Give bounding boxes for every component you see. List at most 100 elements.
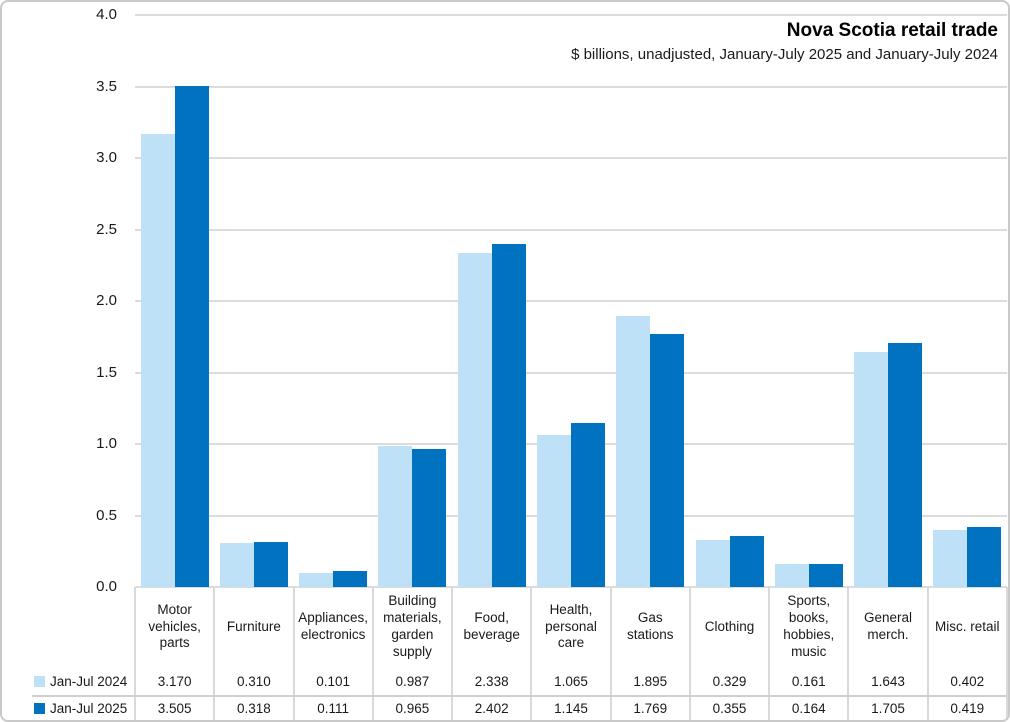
bars-container — [135, 15, 1007, 587]
value-jan-jul-2024-furniture: 0.310 — [237, 674, 271, 689]
value-jan-jul-2024-appliances-electronics: 0.101 — [316, 674, 351, 689]
value-jan-jul-2025-gas-stations: 1.769 — [633, 701, 668, 716]
bar-group-motor-vehicles-parts — [135, 15, 214, 587]
legend-label-2024: Jan-Jul 2024 — [50, 674, 128, 689]
table-divider-line — [32, 695, 1007, 697]
bar-jan-jul-2024-building-materials-garden-supply — [378, 445, 413, 587]
bar-jan-jul-2024-clothing — [695, 539, 730, 587]
value-jan-jul-2025-clothing: 0.355 — [712, 701, 747, 716]
bar-jan-jul-2024-appliances-electronics — [299, 572, 334, 587]
bar-group-clothing — [690, 15, 769, 587]
title-block: Nova Scotia retail trade $ billions, una… — [571, 20, 998, 64]
value-jan-jul-2025-misc-retail: 0.419 — [950, 701, 985, 716]
bar-group-food-beverage — [452, 15, 531, 587]
gridline-4.0 — [135, 14, 1007, 16]
category-label-misc-retail: Misc. retail — [935, 618, 1000, 634]
category-label-gas-stations: Gas stations — [626, 610, 674, 642]
bar-group-misc-retail — [928, 15, 1007, 587]
bar-group-general-merch — [848, 15, 927, 587]
bar-group-appliances-electronics — [294, 15, 373, 587]
bar-jan-jul-2025-furniture — [253, 541, 288, 587]
value-jan-jul-2025-general-merch: 1.705 — [871, 701, 905, 716]
table-row-2024: Jan-Jul 2024 3.170 0.310 0.101 0.987 2.338 1.… — [2, 667, 1008, 696]
value-jan-jul-2024-clothing: 0.329 — [712, 674, 747, 689]
value-row-2025: 3.505 0.318 0.111 0.965 2.402 1.145 1.769 0.355… — [135, 696, 1007, 720]
bar-group-furniture — [214, 15, 293, 587]
plot-area — [135, 14, 1007, 588]
gridline-2.0 — [135, 300, 1007, 302]
value-jan-jul-2024-motor-vehicles-parts: 3.170 — [157, 674, 192, 689]
y-axis-tick-label: 2.5 — [96, 220, 117, 238]
y-axis-tick-label: 1.0 — [96, 435, 117, 452]
value-jan-jul-2025-appliances-electronics: 0.111 — [317, 701, 350, 716]
bar-jan-jul-2024-general-merch — [854, 352, 889, 587]
bar-jan-jul-2025-misc-retail — [967, 527, 1002, 587]
bar-jan-jul-2025-health-personal-care — [570, 423, 605, 587]
value-jan-jul-2025-building-materials-garden-supply: 0.965 — [395, 701, 430, 716]
value-jan-jul-2024-gas-stations: 1.895 — [633, 674, 668, 689]
category-label-food-beverage: Food, beverage — [463, 610, 520, 642]
category-label-clothing: Clothing — [704, 618, 755, 634]
bar-jan-jul-2025-food-beverage — [491, 243, 526, 587]
category-label-appliances-electronics: Appliances, electronics — [298, 610, 369, 642]
bar-group-sports-books-hobbies-music — [769, 15, 848, 587]
y-axis-tick-label: 3.5 — [96, 77, 117, 95]
category-label-furniture: Furniture — [226, 618, 281, 634]
chart-subtitle: $ billions, unadjusted, January-July 202… — [571, 45, 998, 63]
value-jan-jul-2025-furniture: 0.318 — [237, 701, 271, 716]
value-jan-jul-2024-food-beverage: 2.338 — [474, 674, 509, 689]
y-axis-tick-label: 0.5 — [96, 506, 117, 524]
bar-jan-jul-2024-sports-books-hobbies-music — [774, 563, 809, 587]
bar-jan-jul-2025-general-merch — [888, 343, 923, 587]
x-axis-labels: Motor vehicles, parts Furniture Appliances… — [135, 587, 1007, 667]
bar-jan-jul-2025-clothing — [729, 536, 764, 587]
value-jan-jul-2024-building-materials-garden-supply: 0.987 — [395, 674, 430, 689]
bar-group-building-materials-garden-supply — [373, 15, 452, 587]
legend-label-2025: Jan-Jul 2025 — [50, 701, 128, 716]
bar-jan-jul-2024-motor-vehicles-parts — [140, 133, 175, 587]
category-label-health-personal-care: Health, personal care — [545, 601, 597, 651]
bar-jan-jul-2024-food-beverage — [457, 252, 492, 587]
bar-jan-jul-2024-health-personal-care — [536, 434, 571, 587]
value-jan-jul-2025-motor-vehicles-parts: 3.505 — [157, 701, 192, 716]
bar-jan-jul-2024-misc-retail — [933, 529, 968, 587]
bar-jan-jul-2025-sports-books-hobbies-music — [808, 563, 843, 587]
category-label-building-materials-garden-supply: Building materials, garden supply — [383, 593, 442, 659]
bar-jan-jul-2024-furniture — [219, 542, 254, 587]
bar-jan-jul-2025-gas-stations — [650, 334, 685, 587]
bar-jan-jul-2025-building-materials-garden-supply — [412, 449, 447, 587]
legend-item-2025: Jan-Jul 2025 — [34, 696, 133, 720]
value-jan-jul-2024-health-personal-care: 1.065 — [554, 674, 588, 689]
table-row-2025: Jan-Jul 2025 3.505 0.318 0.111 0.965 2.402 1.… — [2, 696, 1008, 720]
gridline-2.5 — [135, 228, 1007, 231]
gridline-1.5 — [135, 371, 1007, 374]
gridline-3.5 — [135, 85, 1007, 88]
legend-item-2024: Jan-Jul 2024 — [34, 667, 133, 696]
value-jan-jul-2024-misc-retail: 0.402 — [950, 674, 985, 689]
y-axis-tick-label: 2.0 — [96, 292, 117, 309]
category-label-sports-books-hobbies-music: Sports, books, hobbies, music — [783, 593, 835, 659]
value-jan-jul-2025-health-personal-care: 1.145 — [554, 701, 588, 716]
bar-group-health-personal-care — [531, 15, 610, 587]
value-jan-jul-2025-sports-books-hobbies-music: 0.164 — [791, 701, 826, 716]
legend-swatch-2024 — [34, 676, 45, 687]
bar-group-gas-stations — [611, 15, 690, 587]
y-axis-tick-label: 3.0 — [96, 149, 117, 166]
category-label-general-merch: General merch. — [864, 610, 913, 642]
bar-jan-jul-2024-gas-stations — [616, 316, 651, 587]
y-axis-tick-label: 1.5 — [96, 363, 117, 381]
bar-jan-jul-2025-appliances-electronics — [333, 571, 368, 587]
y-axis-tick-label: 0.0 — [96, 578, 117, 595]
category-label-motor-vehicles-parts: Motor vehicles, parts — [148, 601, 201, 651]
bar-jan-jul-2025-motor-vehicles-parts — [174, 85, 209, 587]
value-row-2024: 3.170 0.310 0.101 0.987 2.338 1.065 1.895 0.329… — [135, 667, 1007, 696]
legend-swatch-2025 — [34, 703, 45, 714]
gridline-3.0 — [135, 157, 1007, 159]
chart-title: Nova Scotia retail trade — [786, 20, 998, 41]
value-jan-jul-2024-general-merch: 1.643 — [871, 674, 905, 689]
value-jan-jul-2024-sports-books-hobbies-music: 0.161 — [791, 674, 826, 689]
gridline-0.0 — [135, 586, 1007, 588]
y-axis-tick-label: 4.0 — [96, 6, 117, 23]
value-jan-jul-2025-food-beverage: 2.402 — [474, 701, 509, 716]
